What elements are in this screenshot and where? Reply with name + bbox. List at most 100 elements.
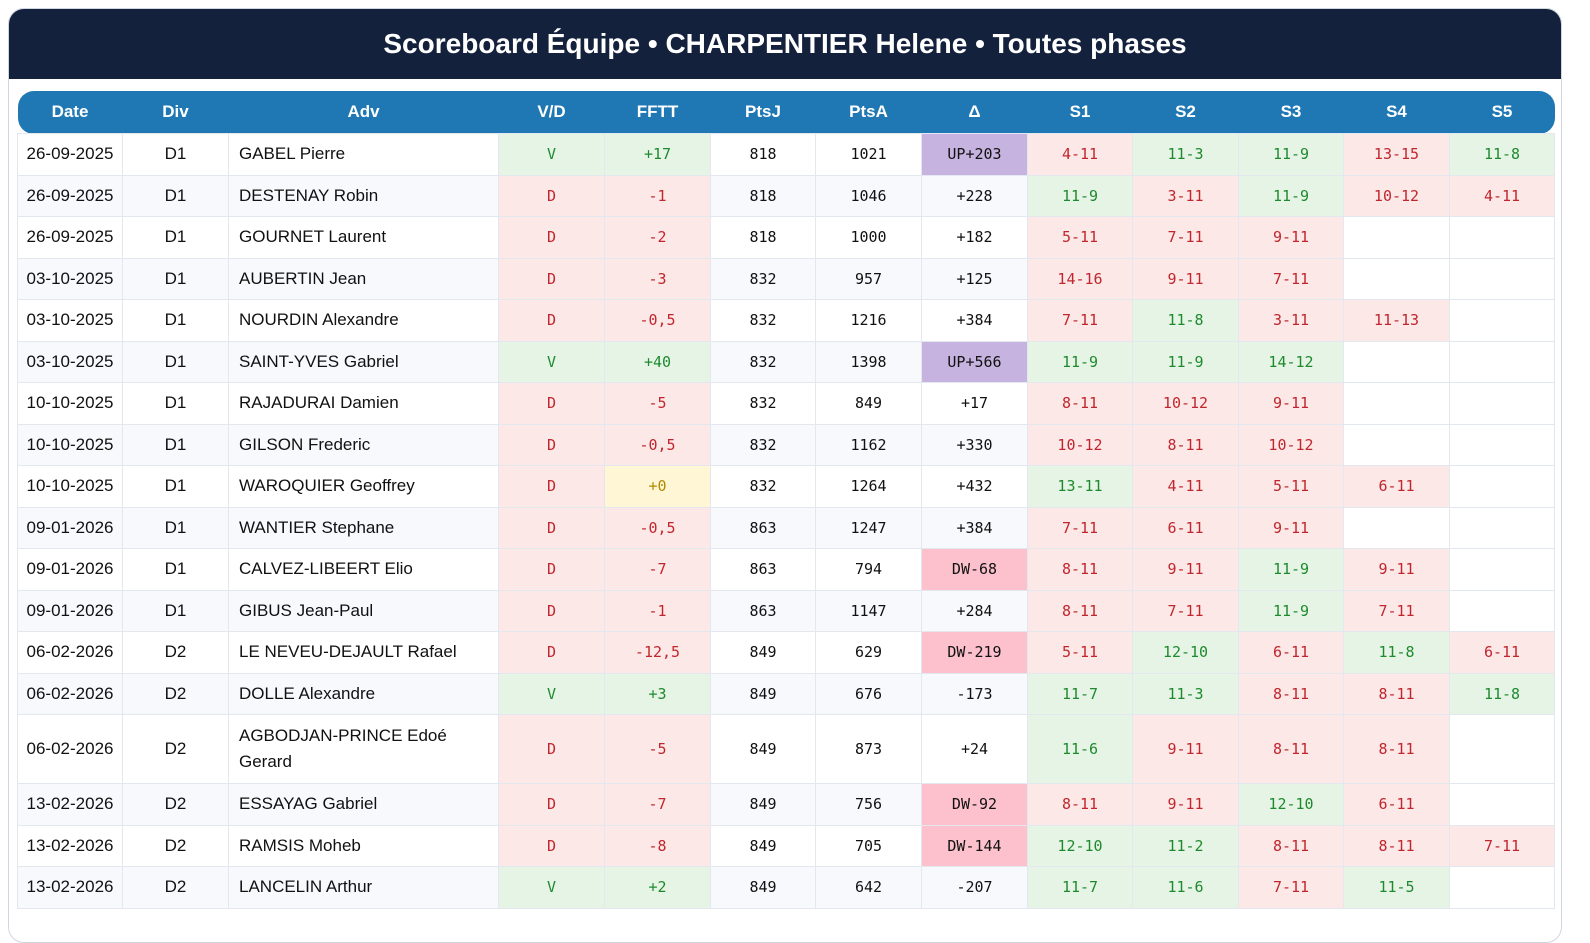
table-row: 06-02-2026 D2 AGBODJAN-PRINCE Edoé Gerard D… xyxy=(17,714,1555,784)
cell-delta: +330 xyxy=(921,423,1028,466)
cell-set-5 xyxy=(1449,548,1555,591)
column-header: Δ xyxy=(921,91,1028,134)
cell-fftt: -2 xyxy=(604,216,711,259)
cell-set-1: 13-11 xyxy=(1027,465,1133,508)
cell-result: V xyxy=(498,133,605,176)
cell-set-1: 7-11 xyxy=(1027,299,1133,342)
cell-set-2: 8-11 xyxy=(1132,423,1239,466)
cell-opponent: AGBODJAN-PRINCE Edoé Gerard xyxy=(228,714,499,784)
cell-delta: DW-144 xyxy=(921,824,1028,867)
table-header-row: Date Div Adv V/D FFTT PtsJ PtsA Δ S1 S2 S3 S4 S5 xyxy=(17,91,1555,134)
cell-set-4: 6-11 xyxy=(1343,783,1450,826)
cell-set-5 xyxy=(1449,866,1555,909)
cell-opponent: GIBUS Jean-Paul xyxy=(228,589,499,632)
cell-set-3: 6-11 xyxy=(1238,631,1344,674)
cell-set-2: 9-11 xyxy=(1132,783,1239,826)
cell-div: D1 xyxy=(122,465,229,508)
cell-date: 06-02-2026 xyxy=(17,631,123,674)
cell-set-5 xyxy=(1449,382,1555,425)
cell-set-5: 7-11 xyxy=(1449,824,1555,867)
cell-set-2: 4-11 xyxy=(1132,465,1239,508)
cell-set-3: 11-9 xyxy=(1238,133,1344,176)
cell-delta: UP+566 xyxy=(921,340,1028,383)
cell-date: 03-10-2025 xyxy=(17,340,123,383)
cell-result: D xyxy=(498,216,605,259)
cell-fftt: +40 xyxy=(604,340,711,383)
cell-fftt: -7 xyxy=(604,548,711,591)
cell-div: D2 xyxy=(122,824,229,867)
cell-ptsj: 832 xyxy=(710,382,816,425)
table-row: 26-09-2025 D1 GOURNET Laurent D -2 818 1000 +18… xyxy=(17,216,1555,259)
cell-ptsj: 832 xyxy=(710,257,816,300)
cell-set-3: 5-11 xyxy=(1238,465,1344,508)
cell-set-1: 11-9 xyxy=(1027,174,1133,217)
cell-set-3: 11-9 xyxy=(1238,589,1344,632)
cell-delta: +228 xyxy=(921,174,1028,217)
column-header: FFTT xyxy=(604,91,711,134)
cell-set-5 xyxy=(1449,714,1555,784)
cell-set-4: 7-11 xyxy=(1343,589,1450,632)
cell-div: D1 xyxy=(122,506,229,549)
cell-div: D1 xyxy=(122,257,229,300)
table-row: 10-10-2025 D1 WAROQUIER Geoffrey D +0 832 1264… xyxy=(17,465,1555,508)
cell-set-1: 12-10 xyxy=(1027,824,1133,867)
cell-ptsa: 1398 xyxy=(815,340,922,383)
cell-result: D xyxy=(498,465,605,508)
cell-ptsj: 849 xyxy=(710,824,816,867)
cell-opponent: ESSAYAG Gabriel xyxy=(228,783,499,826)
cell-date: 10-10-2025 xyxy=(17,382,123,425)
cell-date: 10-10-2025 xyxy=(17,423,123,466)
cell-delta: UP+203 xyxy=(921,133,1028,176)
cell-set-2: 9-11 xyxy=(1132,714,1239,784)
cell-div: D2 xyxy=(122,631,229,674)
cell-set-3: 7-11 xyxy=(1238,257,1344,300)
cell-delta: -173 xyxy=(921,672,1028,715)
column-header: Div xyxy=(122,91,229,134)
cell-ptsa: 873 xyxy=(815,714,922,784)
cell-set-4: 11-5 xyxy=(1343,866,1450,909)
cell-set-4 xyxy=(1343,382,1450,425)
cell-set-1: 11-7 xyxy=(1027,866,1133,909)
cell-fftt: -5 xyxy=(604,714,711,784)
cell-date: 06-02-2026 xyxy=(17,714,123,784)
cell-div: D1 xyxy=(122,423,229,466)
table-row: 03-10-2025 D1 SAINT-YVES Gabriel V +40 832 139… xyxy=(17,340,1555,383)
table-body: 26-09-2025 D1 GABEL Pierre V +17 818 1021 UP+20… xyxy=(17,133,1555,909)
cell-ptsj: 818 xyxy=(710,216,816,259)
cell-result: D xyxy=(498,631,605,674)
cell-set-1: 10-12 xyxy=(1027,423,1133,466)
cell-ptsj: 832 xyxy=(710,465,816,508)
cell-date: 06-02-2026 xyxy=(17,672,123,715)
cell-opponent: SAINT-YVES Gabriel xyxy=(228,340,499,383)
cell-set-3: 11-9 xyxy=(1238,174,1344,217)
cell-set-4 xyxy=(1343,423,1450,466)
column-header: S5 xyxy=(1449,91,1555,134)
cell-ptsa: 1247 xyxy=(815,506,922,549)
cell-opponent: WANTIER Stephane xyxy=(228,506,499,549)
cell-delta: +284 xyxy=(921,589,1028,632)
cell-set-1: 7-11 xyxy=(1027,506,1133,549)
cell-ptsa: 705 xyxy=(815,824,922,867)
cell-set-3: 7-11 xyxy=(1238,866,1344,909)
cell-set-1: 14-16 xyxy=(1027,257,1133,300)
cell-ptsa: 1021 xyxy=(815,133,922,176)
cell-div: D1 xyxy=(122,382,229,425)
cell-fftt: +2 xyxy=(604,866,711,909)
scoreboard-table-wrap: Date Div Adv V/D FFTT PtsJ PtsA Δ S1 S2 S3 S4 S5 26-… xyxy=(17,91,1555,909)
cell-set-5: 11-8 xyxy=(1449,672,1555,715)
cell-opponent: GOURNET Laurent xyxy=(228,216,499,259)
cell-set-2: 3-11 xyxy=(1132,174,1239,217)
cell-set-5: 4-11 xyxy=(1449,174,1555,217)
cell-date: 26-09-2025 xyxy=(17,216,123,259)
cell-set-3: 10-12 xyxy=(1238,423,1344,466)
cell-result: D xyxy=(498,299,605,342)
cell-set-3: 8-11 xyxy=(1238,672,1344,715)
cell-set-1: 5-11 xyxy=(1027,216,1133,259)
cell-opponent: CALVEZ-LIBEERT Elio xyxy=(228,548,499,591)
cell-div: D1 xyxy=(122,133,229,176)
table-row: 26-09-2025 D1 DESTENAY Robin D -1 818 1046 +228… xyxy=(17,174,1555,217)
cell-set-1: 8-11 xyxy=(1027,783,1133,826)
cell-result: V xyxy=(498,340,605,383)
cell-delta: +125 xyxy=(921,257,1028,300)
cell-ptsj: 849 xyxy=(710,714,816,784)
